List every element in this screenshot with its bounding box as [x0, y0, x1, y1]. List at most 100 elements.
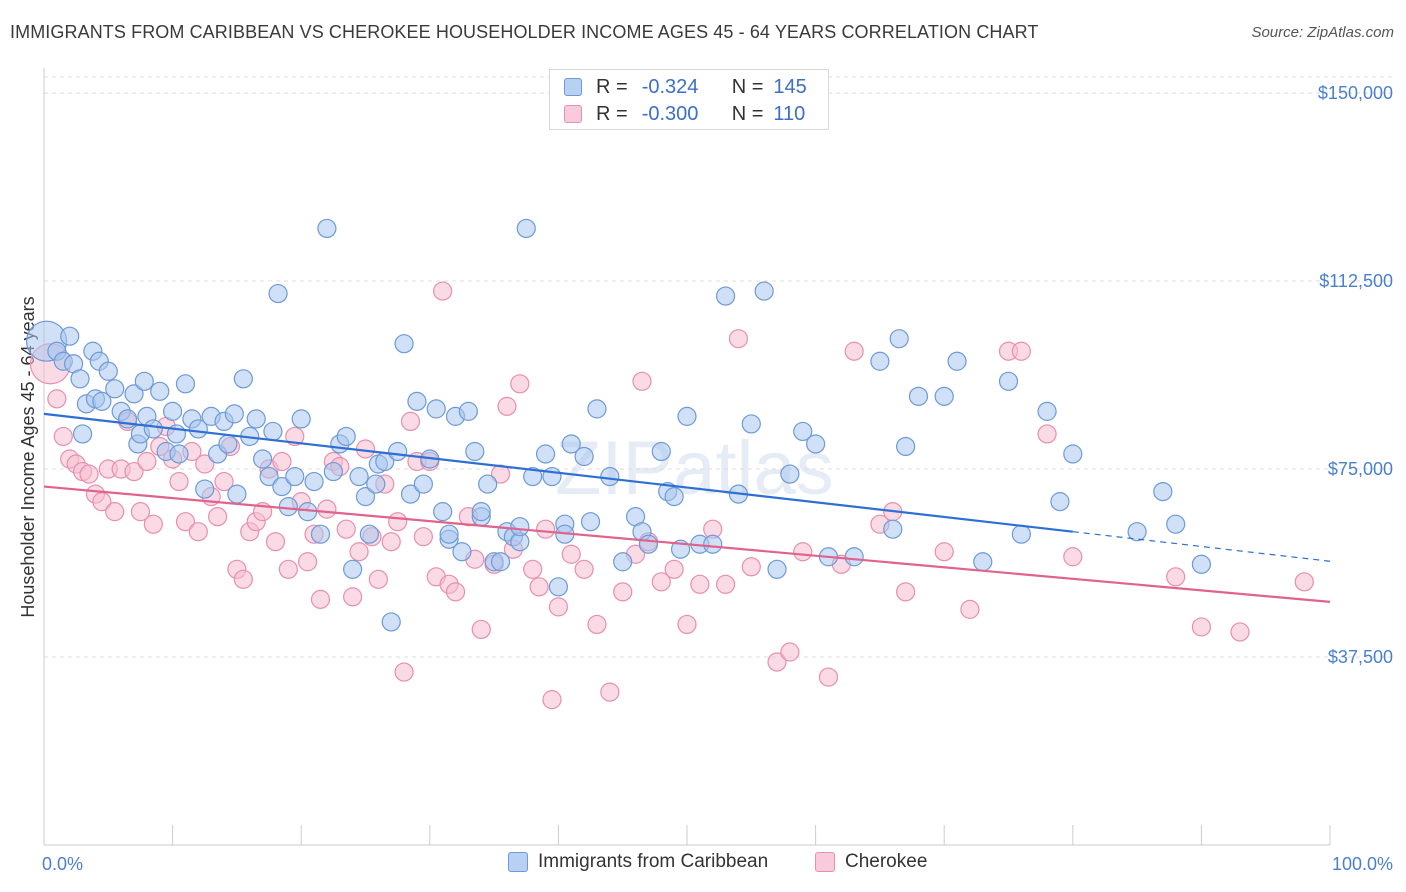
point-cherokee — [490, 464, 511, 484]
series-legend-caribbean[interactable]: Immigrants from Caribbean — [508, 851, 768, 873]
point-caribbean — [1166, 514, 1186, 534]
point-cherokee — [741, 557, 761, 577]
point-cherokee — [767, 652, 787, 672]
point-caribbean — [278, 497, 298, 517]
point-caribbean — [908, 386, 929, 406]
point-caribbean — [343, 559, 363, 579]
point-cherokee — [105, 502, 125, 522]
point-caribbean — [433, 502, 453, 522]
point-cherokee — [208, 507, 228, 527]
point-caribbean — [285, 466, 305, 487]
point-caribbean — [805, 434, 826, 454]
series-label-cherokee: Cherokee — [845, 851, 928, 872]
legend-swatch-caribbean — [564, 78, 582, 96]
point-cherokee — [413, 527, 433, 547]
point-caribbean — [388, 441, 408, 462]
point-cherokee — [1063, 547, 1083, 567]
point-cherokee — [195, 454, 215, 474]
point-cherokee — [188, 522, 208, 542]
y-tick-label: $75,000 — [1328, 459, 1393, 479]
point-caribbean — [613, 552, 633, 572]
point-cherokee — [124, 461, 144, 482]
point-cherokee — [690, 574, 710, 594]
point-caribbean — [715, 286, 736, 306]
point-caribbean — [143, 419, 163, 439]
point-caribbean — [304, 471, 324, 492]
point-caribbean — [793, 421, 813, 442]
point-caribbean — [98, 361, 118, 381]
series-legend-cherokee[interactable]: Cherokee — [815, 851, 927, 873]
point-cherokee — [510, 374, 530, 394]
point-caribbean — [349, 466, 369, 487]
point-cherokee — [844, 341, 864, 361]
point-cherokee — [349, 542, 369, 562]
point-cherokee — [381, 532, 401, 552]
point-cherokee — [278, 559, 298, 579]
point-caribbean — [188, 419, 208, 439]
point-caribbean — [490, 552, 511, 572]
point-cherokee — [433, 281, 453, 301]
point-caribbean — [998, 371, 1019, 391]
point-caribbean — [134, 371, 154, 391]
point-caribbean — [72, 424, 93, 444]
point-cherokee — [574, 559, 594, 579]
point-cherokee — [272, 451, 292, 472]
legend-swatch-cherokee — [564, 105, 582, 123]
point-cherokee — [471, 619, 491, 640]
point-cherokee — [632, 371, 652, 391]
point-cherokee — [780, 642, 800, 662]
point-caribbean — [1127, 522, 1147, 542]
point-cherokee — [664, 559, 684, 579]
point-caribbean — [889, 329, 909, 349]
point-caribbean — [124, 384, 144, 404]
point-caribbean — [523, 466, 543, 487]
point-caribbean — [465, 441, 485, 462]
point-caribbean — [1037, 401, 1057, 421]
y-axis-label: Householder Income Ages 45 - 64 years — [18, 296, 38, 617]
legend-n-label: N = — [731, 75, 764, 98]
point-cherokee — [214, 471, 234, 492]
point-caribbean — [336, 426, 356, 447]
point-cherokee — [1166, 567, 1186, 587]
point-cherokee — [1037, 424, 1057, 444]
point-caribbean — [224, 404, 244, 424]
point-cherokee — [523, 559, 543, 579]
point-caribbean — [407, 391, 427, 411]
point-caribbean — [355, 487, 376, 507]
point-cherokee — [542, 690, 562, 710]
point-caribbean — [548, 577, 569, 597]
point-cherokee — [310, 589, 331, 609]
point-cherokee — [343, 587, 363, 607]
point-caribbean — [263, 421, 283, 442]
point-caribbean — [70, 369, 90, 389]
series-legend: Immigrants from Caribbean Cherokee — [0, 851, 1406, 877]
point-cherokee — [143, 514, 163, 534]
point-cherokee — [175, 512, 196, 532]
point-caribbean — [587, 399, 607, 419]
legend-n-label: N = — [731, 102, 764, 125]
point-cherokee — [233, 569, 253, 589]
point-caribbean — [664, 487, 684, 507]
series-label-caribbean: Immigrants from Caribbean — [538, 851, 769, 872]
point-cherokee — [336, 519, 356, 539]
point-cherokee — [613, 582, 633, 602]
point-cherokee — [497, 396, 517, 416]
point-caribbean — [600, 466, 620, 487]
point-cherokee — [715, 574, 736, 594]
legend-r-value-cherokee: -0.300 — [641, 102, 699, 125]
point-cherokee — [445, 582, 466, 602]
point-caribbean — [651, 441, 671, 462]
point-caribbean — [458, 401, 478, 421]
point-caribbean — [259, 466, 279, 487]
correlation-legend: R = -0.324 N = 145 R = -0.300 N = 110 — [549, 69, 829, 130]
point-caribbean — [359, 524, 379, 544]
point-cherokee — [400, 411, 421, 432]
point-cherokee — [587, 614, 607, 635]
point-cherokee — [53, 426, 73, 447]
point-cherokee — [368, 569, 388, 589]
point-cherokee — [298, 552, 318, 572]
point-caribbean — [310, 524, 331, 544]
point-caribbean — [1063, 444, 1083, 464]
point-caribbean — [535, 444, 556, 464]
